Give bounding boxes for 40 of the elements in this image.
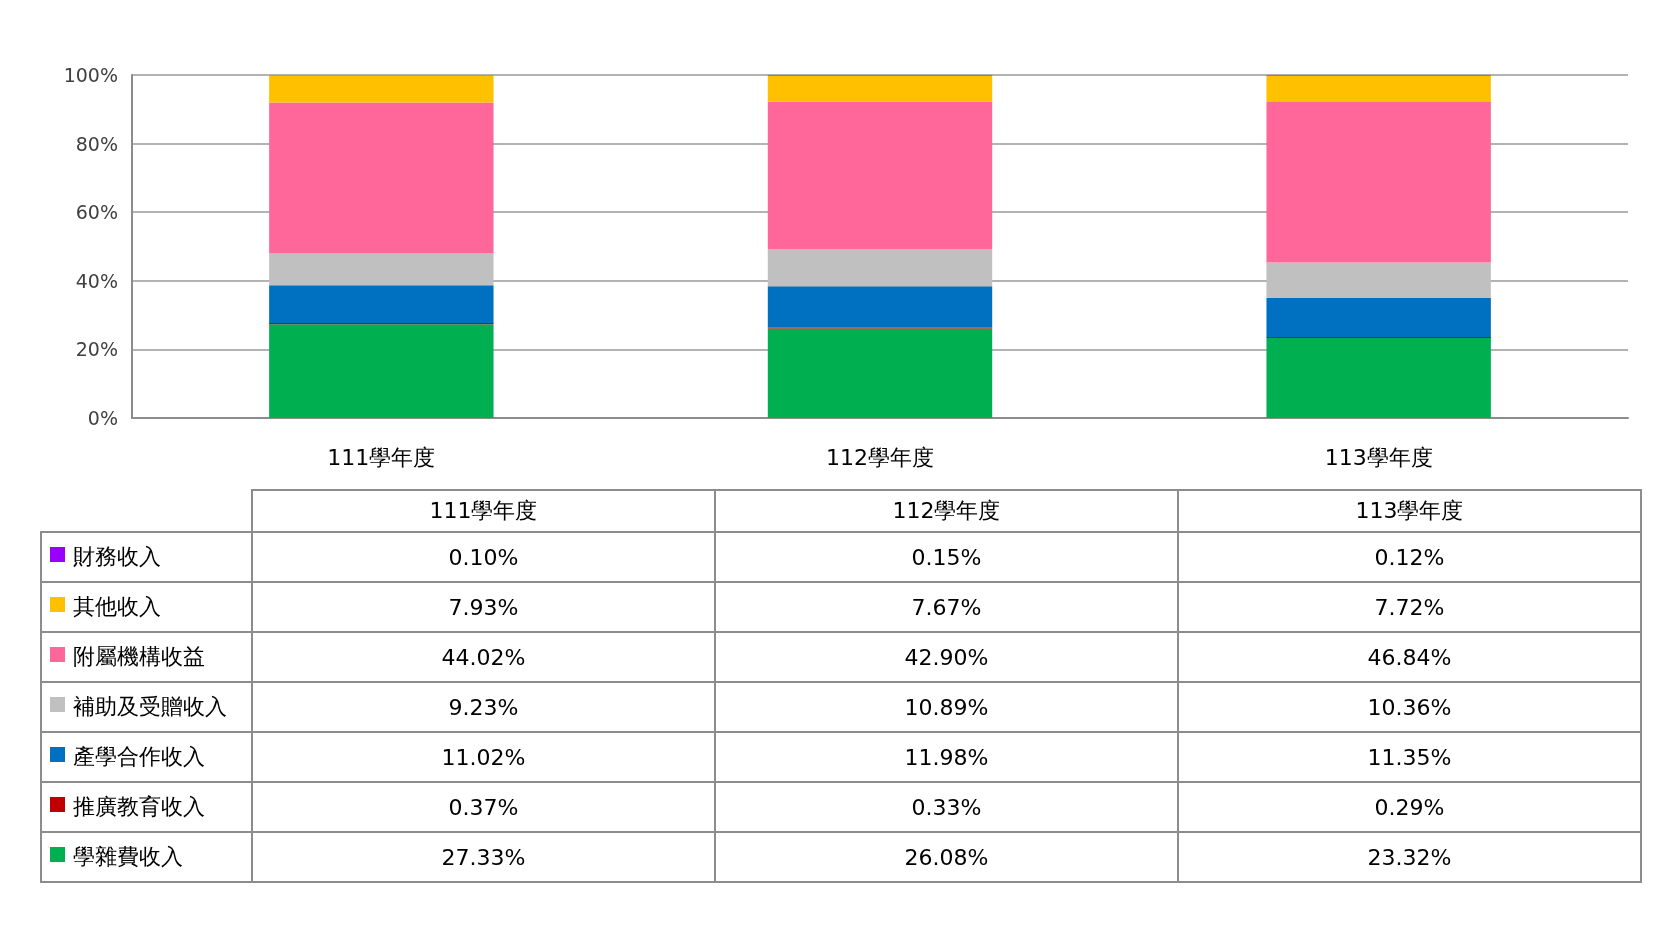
y-tick-label: 40% — [75, 269, 118, 292]
data-label: 0.12% — [1178, 532, 1641, 582]
data-label: 7.67% — [715, 582, 1178, 632]
data-label: 46.84% — [1178, 632, 1641, 682]
y-tick-label: 0% — [87, 407, 118, 429]
data-label: 7.93% — [252, 582, 715, 632]
y-tick-label: 100% — [63, 64, 118, 86]
legend-label: 其他收入 — [41, 582, 252, 632]
data-label: 44.02% — [252, 632, 715, 682]
data-label: 27.33% — [252, 832, 715, 882]
data-label: 10.89% — [715, 682, 1178, 732]
y-tick-label: 80% — [75, 132, 118, 155]
x-tick-label: 112學年度 — [826, 444, 934, 470]
data-label: 23.32% — [1178, 832, 1641, 882]
data-label: 9.23% — [252, 682, 715, 732]
category-label: 113學年度 — [1355, 498, 1464, 523]
data-label: 0.37% — [252, 782, 715, 832]
data-label: 10.36% — [1178, 682, 1641, 732]
y-tick-label: 60% — [75, 201, 118, 224]
legend-label: 附屬機構收益 — [41, 632, 252, 682]
data-label: 0.29% — [1178, 782, 1641, 832]
legend-label: 學雜費收入 — [41, 832, 252, 882]
data-label: 42.90% — [715, 632, 1178, 682]
data-label: 0.10% — [252, 532, 715, 582]
category-label: 112學年度 — [892, 498, 1001, 523]
legend-label: 財務收入 — [41, 532, 252, 582]
data-label: 11.35% — [1178, 732, 1641, 782]
legend-label: 補助及受贈收入 — [41, 682, 252, 732]
data-label: 7.72% — [1178, 582, 1641, 632]
x-tick-label: 113學年度 — [1324, 444, 1433, 470]
data-label: 11.02% — [252, 732, 715, 782]
data-label: 26.08% — [715, 832, 1178, 882]
x-tick-label: 111學年度 — [327, 444, 436, 470]
legend-label: 產學合作收入 — [41, 732, 252, 782]
legend-label: 推廣教育收入 — [41, 782, 252, 832]
data-label: 0.33% — [715, 782, 1178, 832]
y-tick-label: 20% — [75, 338, 118, 361]
category-label: 111學年度 — [429, 498, 538, 523]
data-label: 0.15% — [715, 532, 1178, 582]
data-label: 11.98% — [715, 732, 1178, 782]
